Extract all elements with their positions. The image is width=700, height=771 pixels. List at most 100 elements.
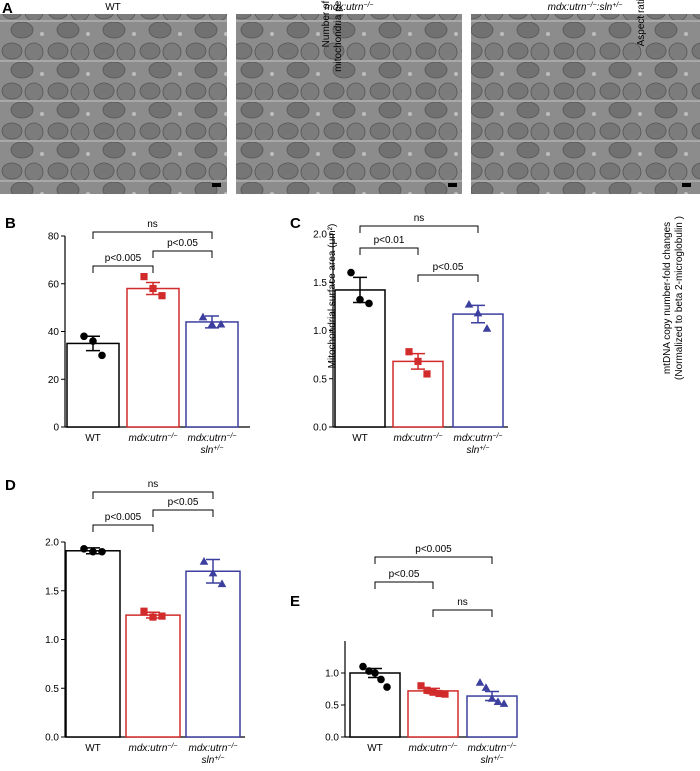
x-tick-label: WT [352, 433, 368, 444]
y-tick-label: 0.0 [313, 423, 327, 434]
data-point [493, 697, 503, 705]
y-tick-label: 0 [53, 423, 59, 434]
bar [452, 313, 504, 428]
x-tick-label: mdx:utrn−/− [408, 743, 457, 755]
data-point [365, 667, 373, 675]
significance-bracket [152, 509, 214, 517]
y-tick-label: 1.0 [313, 326, 327, 337]
data-point [89, 547, 97, 556]
significance-label: p<0.01 [374, 235, 405, 246]
data-point [80, 545, 88, 553]
y-tick-label: 0.5 [45, 684, 59, 695]
y-tick-label: 20 [48, 375, 60, 386]
data-point [149, 284, 157, 293]
significance-label: p<0.005 [105, 253, 142, 264]
data-point [499, 699, 509, 707]
em-image [471, 14, 700, 194]
data-point [80, 332, 88, 341]
significance-bracket [374, 556, 493, 564]
y-tick-label: 0.5 [325, 701, 339, 712]
bar [66, 342, 120, 428]
data-point [475, 678, 485, 686]
data-point [347, 268, 355, 277]
panel-label: C [290, 215, 301, 232]
data-point [89, 337, 97, 345]
data-point [417, 682, 425, 690]
bar [349, 672, 401, 738]
bar [185, 321, 239, 428]
data-point [423, 686, 431, 694]
data-point [359, 662, 367, 671]
bar [407, 690, 459, 738]
data-point [441, 690, 449, 698]
y-tick-label: 0.0 [325, 733, 339, 744]
data-point [371, 669, 379, 677]
data-point [140, 607, 148, 615]
significance-bracket [92, 524, 154, 532]
significance-label: ns [148, 479, 159, 490]
data-point [198, 312, 208, 321]
significance-bracket [92, 231, 213, 239]
data-point [140, 272, 148, 281]
x-tick-label: WT [367, 743, 383, 754]
data-point [217, 579, 227, 588]
bar [185, 570, 241, 738]
y-axis-label: Number ofmitochondria per field [321, 0, 344, 72]
significance-bracket [92, 491, 214, 499]
image-title: WT [105, 2, 121, 13]
data-point [98, 547, 106, 556]
data-point [208, 568, 218, 577]
data-point [482, 324, 492, 332]
x-tick-label: mdx:utrn−/− sln+/− [188, 743, 237, 767]
bar [334, 289, 386, 428]
data-point [199, 557, 209, 565]
significance-label: ns [147, 219, 158, 230]
data-point [98, 351, 106, 360]
significance-bracket [359, 225, 479, 233]
panel-label: D [5, 477, 16, 494]
x-tick-label: mdx:utrn−/− sln+/− [187, 433, 236, 457]
y-tick-label: 80 [48, 232, 60, 243]
y-tick-label: 0.5 [313, 374, 327, 385]
data-point [377, 675, 385, 684]
y-axis-label: Aspect ratio [636, 0, 647, 46]
x-tick-label: mdx:utrn−/− [393, 433, 442, 445]
bar [392, 360, 444, 428]
significance-bracket [92, 265, 154, 273]
x-tick-label: mdx:utrn−/− sln+/− [453, 433, 502, 457]
data-point [356, 295, 364, 304]
significance-label: p<0.05 [433, 262, 464, 273]
data-point [423, 370, 431, 378]
data-point [429, 688, 437, 696]
bar [65, 550, 121, 738]
panel-label: A [2, 0, 13, 17]
panel-label: E [290, 593, 300, 610]
data-point [149, 613, 157, 621]
x-tick-label: WT [85, 743, 101, 754]
significance-bracket [359, 247, 419, 255]
y-tick-label: 2.0 [313, 230, 327, 241]
y-axis-label: mtDNA copy number-fold changes(Normalize… [662, 216, 685, 380]
significance-bracket [152, 250, 213, 258]
data-point [158, 292, 166, 300]
significance-bracket [374, 581, 434, 589]
y-tick-label: 1.5 [313, 278, 327, 289]
y-tick-label: 1.0 [325, 669, 339, 680]
significance-bracket [417, 274, 479, 282]
data-point [207, 319, 217, 328]
em-image [0, 14, 227, 194]
significance-label: p<0.05 [167, 238, 198, 249]
image-title: mdx:utrn−/−:sln+/− [548, 2, 623, 14]
bar [466, 695, 518, 738]
data-point [414, 357, 422, 365]
bar [126, 287, 180, 428]
y-tick-label: 1.0 [45, 635, 59, 646]
data-point [383, 683, 391, 691]
significance-label: ns [457, 597, 468, 608]
x-tick-label: mdx:utrn−/− sln+/− [467, 743, 516, 767]
y-tick-label: 60 [48, 279, 60, 290]
y-tick-label: 1.5 [45, 586, 59, 597]
significance-label: ns [414, 213, 425, 224]
data-point [464, 299, 474, 308]
x-tick-label: mdx:utrn−/− [128, 433, 177, 445]
